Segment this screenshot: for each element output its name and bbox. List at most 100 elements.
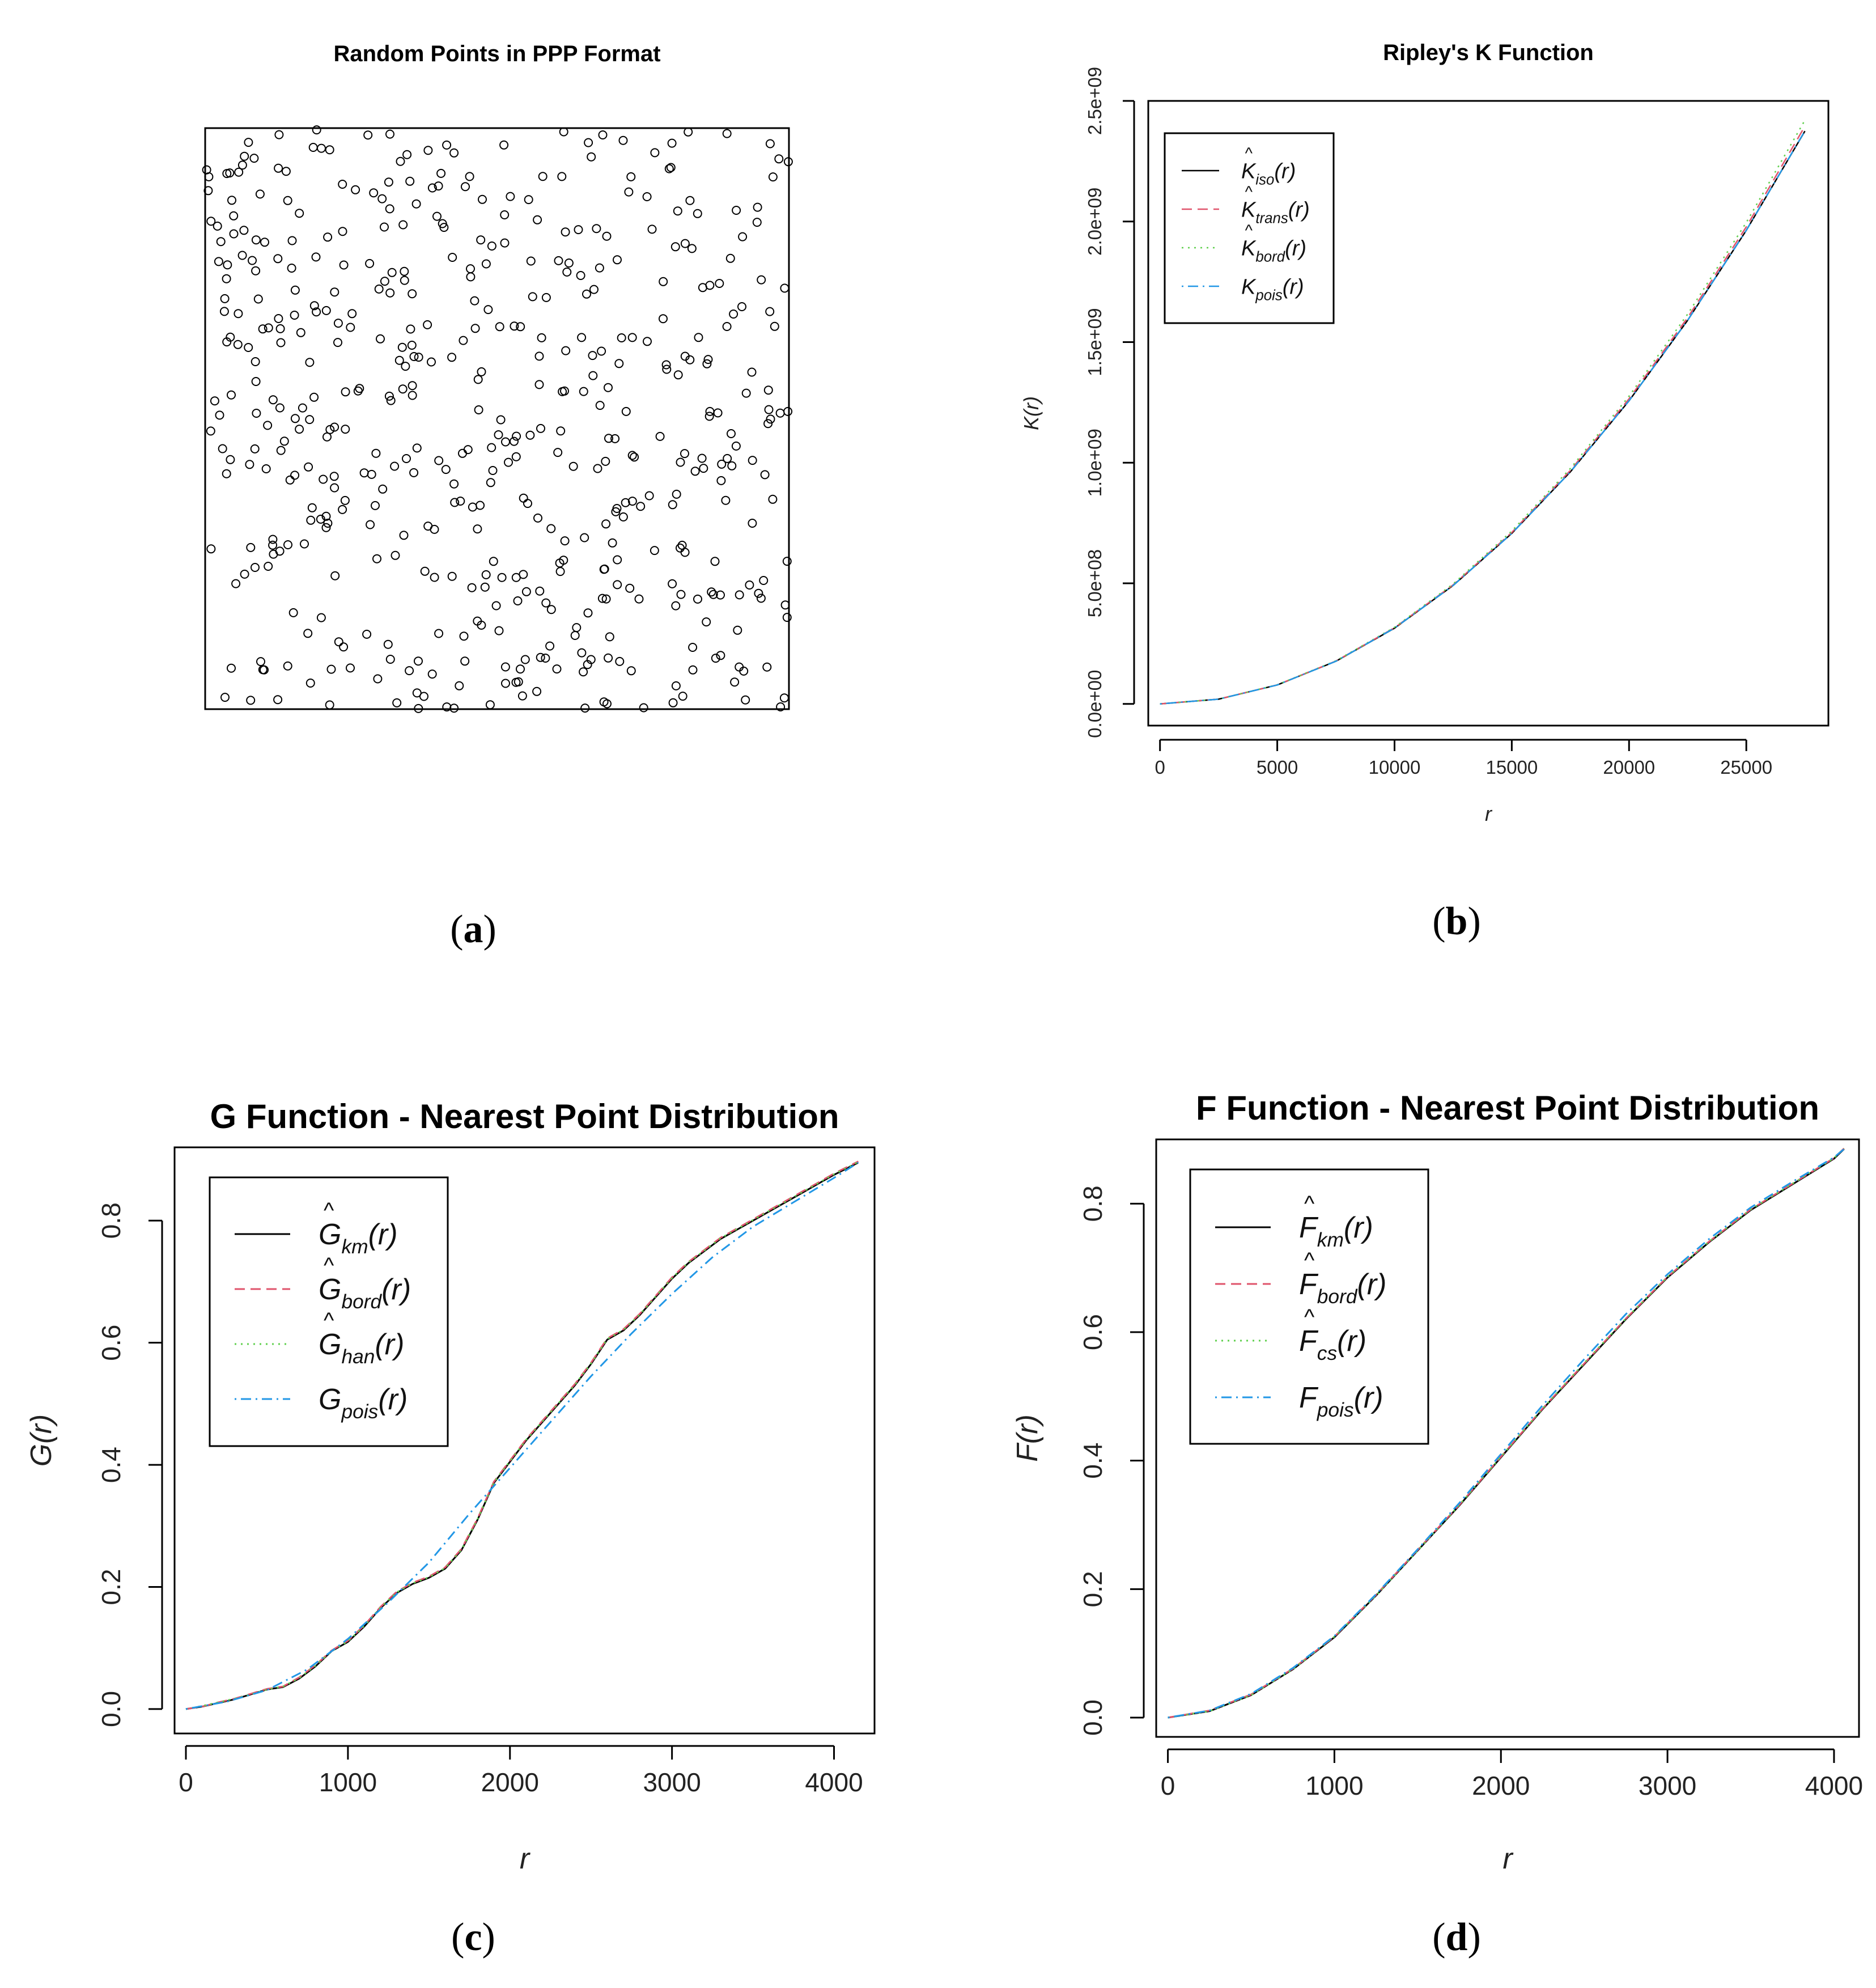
point [372,554,381,563]
point [258,324,268,334]
point [385,655,395,664]
point [300,539,309,549]
point [494,626,504,635]
point [323,232,333,242]
point [521,587,531,596]
point [747,367,757,377]
point [757,275,766,285]
legend-label-bord: Fbord(r) [1299,1268,1387,1308]
point [279,436,289,446]
point [580,703,590,713]
point [436,168,446,178]
point [258,665,268,675]
point [588,351,597,361]
point [251,235,261,245]
point [459,631,469,641]
point [604,434,613,443]
point [263,421,273,430]
point [722,322,732,331]
point [276,338,286,347]
point [666,163,676,172]
point [764,405,774,414]
point [625,583,635,593]
points-group [202,125,793,713]
chart-title: Ripley's K Function [1383,40,1594,65]
point [283,540,292,549]
point [275,324,285,333]
point [520,655,530,664]
point [511,573,521,582]
point [473,524,482,534]
point [526,256,536,266]
point [702,359,712,368]
x-tick-label: 20000 [1603,757,1655,778]
point [668,698,678,707]
point [427,183,437,193]
point [222,274,231,283]
point [670,242,680,252]
point [582,289,591,299]
x-axis: 0 5000 10000 15000 20000 25000 [1155,739,1772,778]
point [240,151,249,161]
point [311,252,321,262]
point [341,387,350,397]
point [738,232,748,241]
point [330,287,339,297]
point [281,167,291,176]
point [687,244,697,253]
point [636,502,646,511]
y-tick-label: 0.2 [1078,1571,1107,1607]
x-tick-label: 25000 [1720,757,1772,778]
point [439,223,449,232]
plot-frame [173,1146,876,1735]
point [568,461,578,471]
point [753,202,762,212]
y-axis-title: F(r) [1011,1414,1044,1462]
panel-label-d: (d) [1432,1915,1481,1959]
point [614,359,624,368]
point [496,415,506,425]
point [511,677,521,687]
point [608,538,617,548]
point [760,470,770,480]
point [250,444,260,453]
point [680,449,689,459]
point [583,608,593,618]
point [455,681,464,690]
point [756,594,766,603]
point [601,519,611,529]
point [605,632,614,642]
point [466,272,476,282]
point [298,403,307,413]
point [347,309,357,319]
point [684,127,693,137]
point [402,454,411,463]
point [621,498,630,507]
point [468,502,477,512]
point [206,544,216,554]
point [251,266,261,275]
point [365,258,375,268]
point [274,163,283,173]
point [487,241,496,251]
point [768,494,778,504]
point [739,666,749,676]
point [316,514,325,524]
point [264,323,273,333]
point [206,217,216,226]
point [610,434,620,443]
y-axis: 0.0 0.2 0.4 0.6 0.8 [1078,1185,1145,1736]
point [338,227,347,236]
point [366,520,375,529]
point [283,661,292,671]
point [203,186,213,196]
point [579,667,588,677]
x-tick-label: 10000 [1369,757,1421,778]
point [776,702,786,711]
point [627,497,637,506]
point [460,656,470,666]
point [488,466,498,475]
point [534,351,544,361]
point [559,556,568,565]
point [255,189,265,199]
